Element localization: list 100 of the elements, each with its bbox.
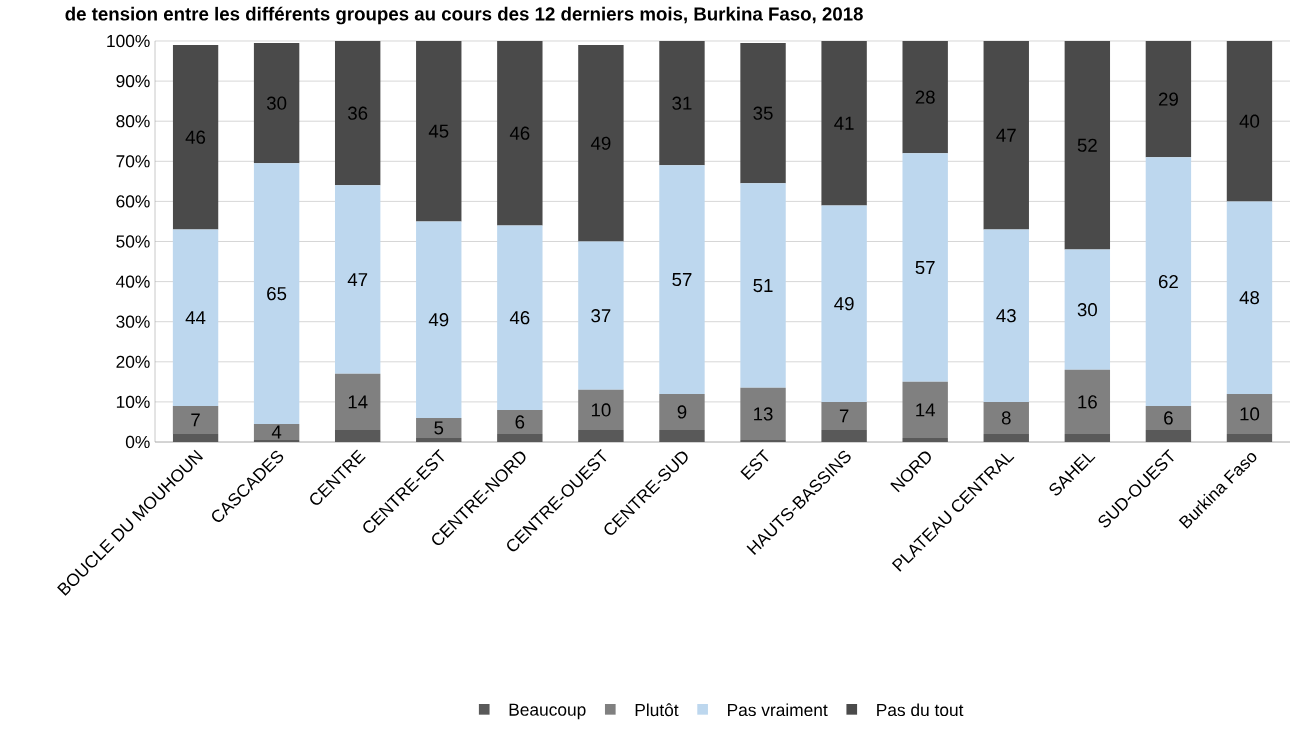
data-label: 10 bbox=[1240, 407, 1260, 421]
y-tick-label: 70% bbox=[116, 155, 150, 168]
data-label: 10 bbox=[591, 403, 611, 417]
bar bbox=[334, 373, 381, 430]
bar bbox=[902, 381, 948, 438]
bar bbox=[740, 43, 786, 184]
bar bbox=[172, 405, 219, 434]
data-label: 49 bbox=[590, 136, 611, 150]
data-label: 35 bbox=[753, 106, 773, 120]
bar bbox=[983, 433, 1029, 442]
data-label: 9 bbox=[677, 405, 687, 419]
bar bbox=[172, 229, 219, 406]
bar bbox=[334, 185, 381, 374]
data-label: 48 bbox=[1239, 291, 1260, 305]
data-label: 43 bbox=[996, 309, 1016, 323]
bar bbox=[416, 41, 462, 222]
bar bbox=[497, 41, 543, 226]
data-label: 62 bbox=[1158, 274, 1178, 289]
bar bbox=[1064, 433, 1111, 442]
bar bbox=[1064, 369, 1111, 434]
data-label: 47 bbox=[347, 273, 368, 287]
y-tick-label: 0% bbox=[125, 435, 150, 449]
bar bbox=[578, 389, 624, 430]
y-tick-label: 30% bbox=[116, 315, 150, 328]
data-label: 31 bbox=[672, 96, 692, 110]
bar bbox=[1064, 249, 1111, 370]
data-label: 51 bbox=[753, 279, 773, 293]
data-label: 46 bbox=[509, 311, 530, 325]
data-label: 40 bbox=[1239, 114, 1260, 128]
bar bbox=[578, 241, 624, 390]
data-label: 52 bbox=[1077, 138, 1097, 152]
bar bbox=[740, 183, 786, 388]
y-tick-label: 20% bbox=[116, 355, 150, 368]
bar bbox=[1064, 41, 1111, 250]
legend-label: Pas vraiment bbox=[728, 703, 828, 717]
bar bbox=[740, 387, 786, 440]
y-tick-label: 100% bbox=[107, 34, 150, 48]
data-label: 30 bbox=[1077, 303, 1097, 317]
data-label: 14 bbox=[916, 403, 936, 417]
bar bbox=[334, 429, 381, 442]
legend-label: Plutôt bbox=[635, 703, 679, 717]
bar bbox=[821, 41, 867, 206]
bar bbox=[416, 221, 462, 418]
bar bbox=[821, 205, 867, 402]
bar bbox=[1226, 201, 1273, 394]
data-label: 13 bbox=[754, 407, 773, 421]
data-label: 5 bbox=[434, 421, 444, 435]
bar bbox=[983, 229, 1029, 402]
data-label: 45 bbox=[428, 124, 449, 138]
bar bbox=[1226, 41, 1273, 202]
data-label: 30 bbox=[266, 96, 287, 110]
bar bbox=[253, 163, 300, 424]
bar bbox=[902, 153, 948, 382]
bar bbox=[1145, 405, 1192, 430]
y-tick-label: 50% bbox=[116, 235, 150, 248]
data-label: 37 bbox=[591, 309, 611, 323]
data-label: 7 bbox=[191, 413, 200, 427]
bar bbox=[659, 165, 705, 394]
data-label: 49 bbox=[834, 297, 854, 311]
bar bbox=[983, 41, 1029, 230]
bar bbox=[1226, 393, 1273, 434]
bar bbox=[659, 41, 705, 166]
bar bbox=[821, 401, 867, 430]
data-label: 36 bbox=[348, 106, 368, 120]
bar bbox=[416, 417, 462, 438]
bar bbox=[253, 43, 300, 164]
data-label: 28 bbox=[915, 90, 935, 104]
chart-title: de tension entre les différents groupes au cours des 12 derniers mois, Burkina Faso, 2018 bbox=[65, 6, 863, 25]
bar bbox=[659, 429, 705, 442]
data-label: 46 bbox=[509, 126, 530, 140]
bar bbox=[1226, 433, 1273, 442]
bar bbox=[416, 437, 462, 442]
bar bbox=[497, 409, 543, 434]
bar bbox=[1145, 157, 1192, 406]
bar bbox=[902, 437, 948, 442]
legend-label: Pas du tout bbox=[877, 703, 964, 717]
data-label: 41 bbox=[834, 116, 854, 130]
data-label: 46 bbox=[185, 130, 206, 144]
data-label: 7 bbox=[839, 409, 849, 423]
data-label: 6 bbox=[1164, 411, 1173, 425]
y-tick-label: 90% bbox=[116, 74, 150, 88]
data-label: 57 bbox=[915, 261, 935, 275]
data-label: 16 bbox=[1078, 395, 1097, 409]
bar bbox=[253, 423, 300, 440]
legend-label: Beaucoup bbox=[509, 703, 586, 720]
data-label: 6 bbox=[515, 415, 525, 429]
data-label: 44 bbox=[185, 311, 206, 325]
y-tick-label: 60% bbox=[116, 195, 150, 208]
y-tick-label: 40% bbox=[116, 275, 150, 288]
data-label: 49 bbox=[428, 313, 449, 327]
y-tick-label: 80% bbox=[116, 115, 150, 128]
bar bbox=[172, 433, 219, 442]
data-label: 29 bbox=[1158, 92, 1178, 106]
bar bbox=[497, 433, 543, 442]
bar bbox=[578, 45, 624, 242]
data-label: 47 bbox=[996, 128, 1016, 142]
bar bbox=[578, 429, 624, 442]
bar bbox=[172, 45, 219, 230]
bar bbox=[1145, 41, 1192, 158]
bar bbox=[902, 41, 948, 154]
